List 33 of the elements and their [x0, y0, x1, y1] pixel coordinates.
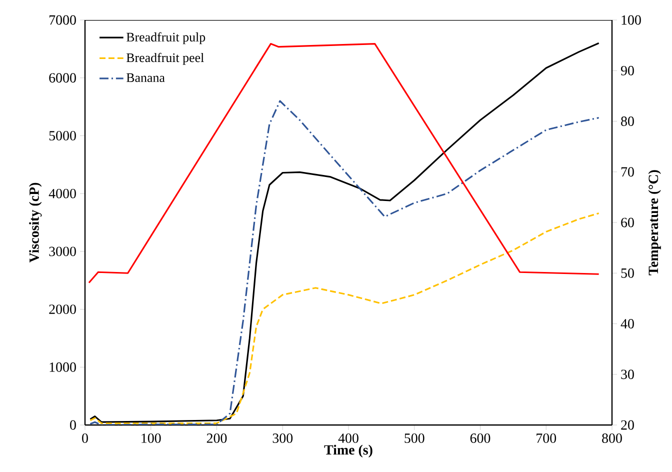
legend-label: Banana — [126, 73, 165, 82]
y-tick-label: 6000 — [49, 73, 76, 83]
y2-tick-label: 90 — [620, 66, 634, 76]
y-tick-label: 7000 — [50, 15, 76, 25]
y-tick-label: 1000 — [50, 362, 76, 372]
y2-axis-title: Temperature (°C) — [648, 170, 661, 276]
x-tick-label: 100 — [142, 434, 161, 443]
y2-tick-label: 100 — [622, 15, 641, 25]
line-series — [88, 42, 600, 284]
y2-tick-label: 60 — [621, 218, 634, 228]
y2-tick-label: 30 — [621, 370, 634, 380]
legend-label: Breadfruit peel — [126, 52, 204, 65]
y2-tick-label: 40 — [620, 319, 634, 328]
y2-tick-label: 20 — [621, 420, 634, 430]
x-axis-title: Time (s) — [324, 444, 372, 458]
y-tick-label: 4000 — [48, 188, 76, 198]
y2-tick-label: 50 — [621, 268, 634, 278]
legend-label: Breadfruit pulp — [126, 32, 206, 44]
y-axis-title: Viscosity (cP) — [29, 182, 42, 263]
x-tick-label: 700 — [536, 434, 556, 443]
x-tick-label: 400 — [338, 434, 358, 443]
y2-tick-label: 80 — [621, 116, 634, 126]
x-tick-label: 0 — [82, 434, 88, 443]
x-tick-label: 500 — [404, 434, 424, 443]
x-tick-label: 600 — [470, 434, 490, 443]
x-tick-label: 800 — [602, 434, 622, 443]
x-tick-label: 200 — [206, 434, 227, 443]
y-tick-label: 2000 — [49, 304, 76, 314]
y-tick-label: 3000 — [49, 246, 76, 256]
y2-tick-label: 70 — [621, 167, 634, 177]
x-tick-label: 300 — [272, 434, 293, 443]
y-tick-label: 0 — [70, 420, 76, 430]
y-tick-label: 5000 — [49, 131, 76, 140]
